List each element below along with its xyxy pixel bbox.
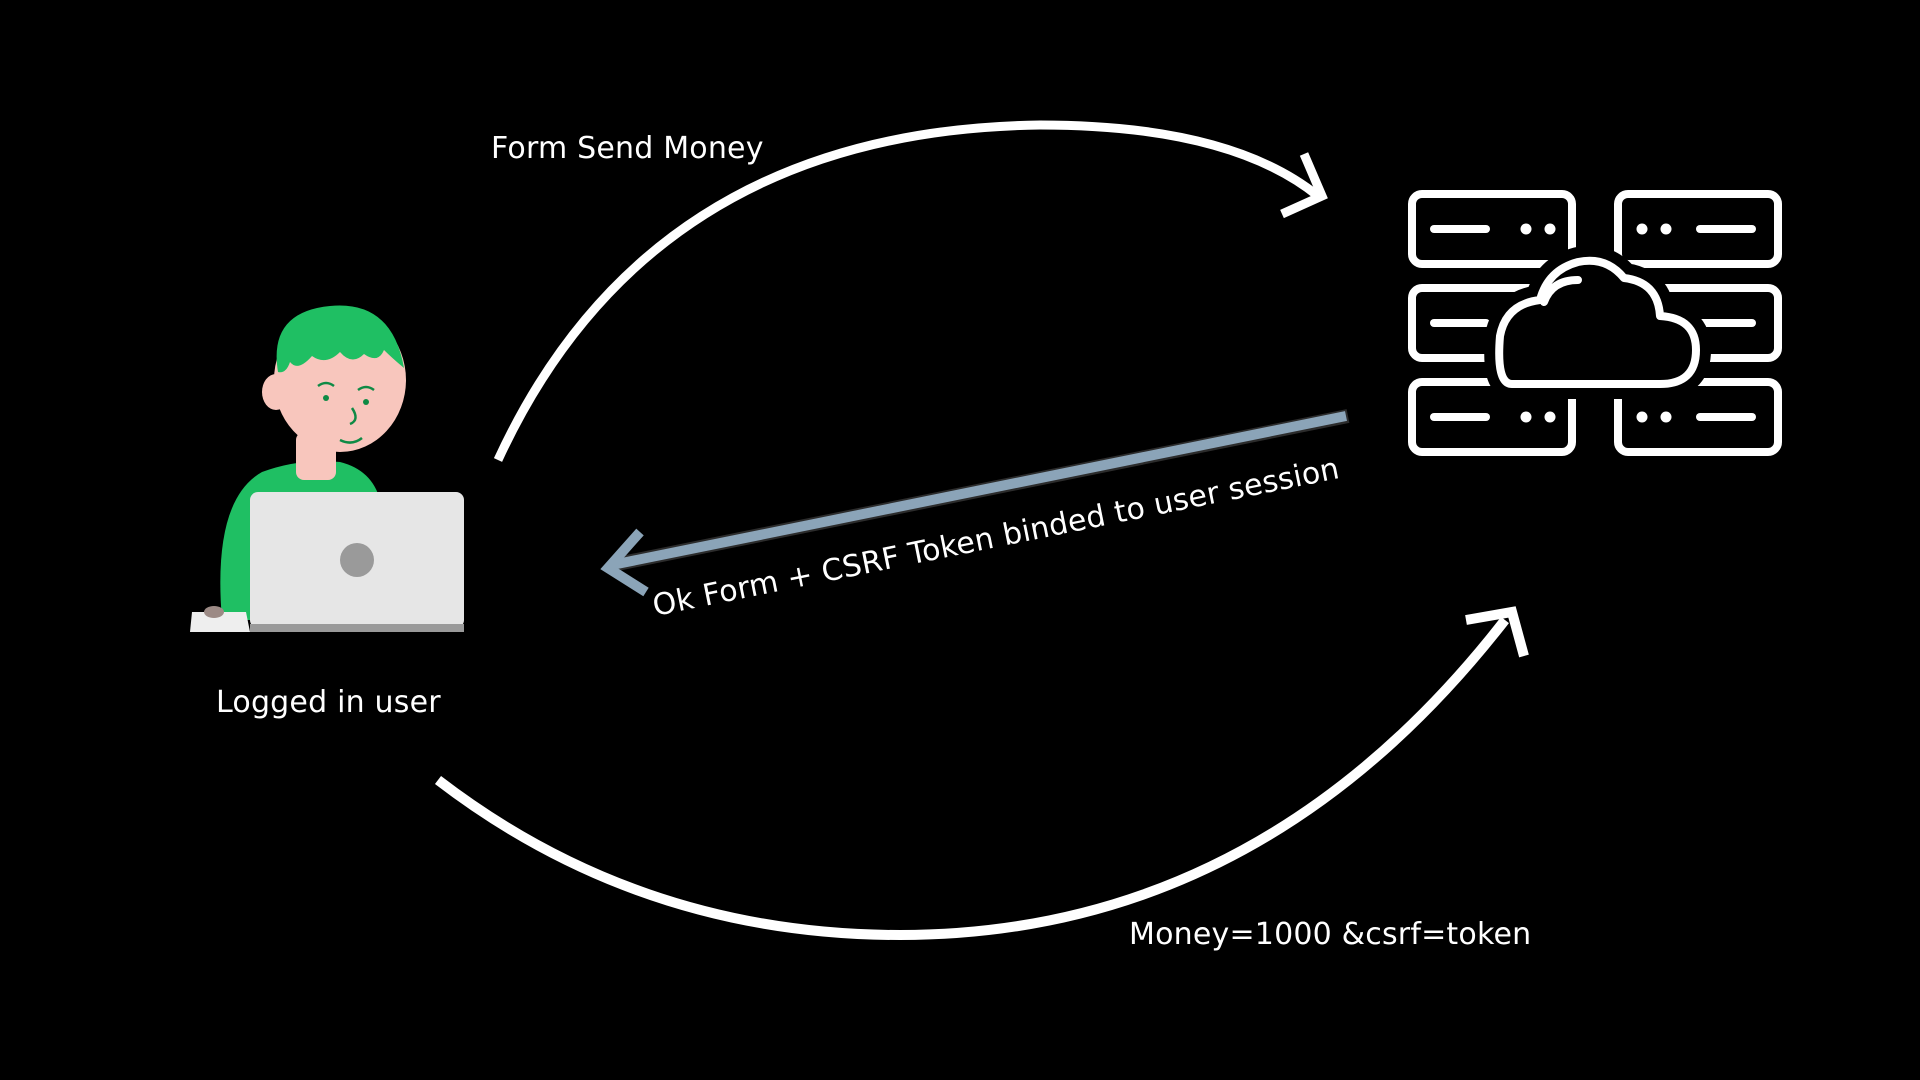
request-arrow-label: Form Send Money (491, 131, 764, 166)
cloud-icon (1484, 245, 1711, 399)
user-label: Logged in user (216, 685, 441, 720)
user-illustration-icon (190, 305, 464, 632)
submit-arrow (434, 606, 1529, 941)
submit-arrow-label: Money=1000 &csrf=token (1129, 917, 1531, 952)
response-arrow (600, 409, 1350, 597)
request-arrow (493, 120, 1328, 462)
